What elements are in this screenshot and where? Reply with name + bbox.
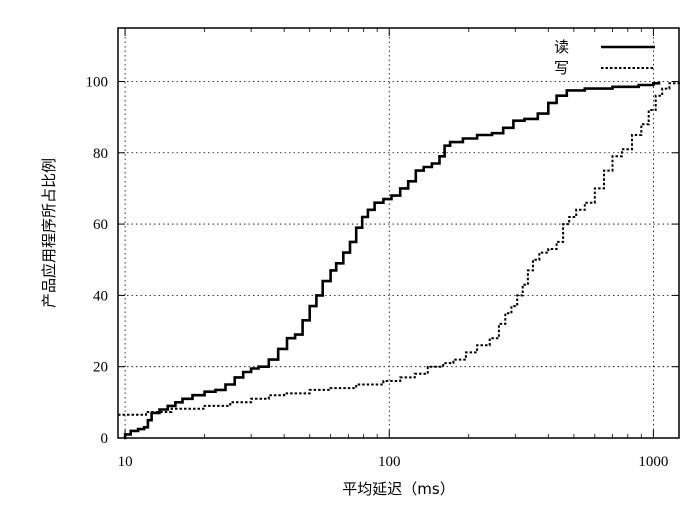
legend: 读 写 bbox=[554, 38, 655, 77]
y-tick-label: 100 bbox=[86, 74, 109, 90]
x-axis-label: 平均延迟（ms） bbox=[342, 480, 454, 498]
legend-label-read: 读 bbox=[554, 38, 569, 56]
axis-ticks bbox=[118, 28, 679, 439]
series-line-write bbox=[118, 81, 680, 416]
series-layer bbox=[118, 81, 680, 440]
y-tick-label: 0 bbox=[101, 431, 109, 447]
tick-labels: 0 20 40 60 80 100 10 100 1000 bbox=[86, 74, 669, 470]
plot-frame bbox=[117, 27, 680, 439]
x-tick-label: 10 bbox=[118, 454, 133, 470]
y-tick-label: 40 bbox=[93, 288, 108, 304]
legend-label-write: 写 bbox=[554, 59, 569, 77]
x-tick-label: 1000 bbox=[638, 454, 668, 470]
y-axis-label: 产品应用程序所占比例 bbox=[40, 158, 58, 308]
grid-lines bbox=[118, 28, 679, 438]
y-tick-label: 60 bbox=[93, 217, 108, 233]
y-tick-label: 80 bbox=[93, 146, 108, 162]
series-line-read bbox=[123, 81, 661, 440]
y-tick-label: 20 bbox=[93, 360, 108, 376]
x-tick-label: 100 bbox=[378, 454, 401, 470]
